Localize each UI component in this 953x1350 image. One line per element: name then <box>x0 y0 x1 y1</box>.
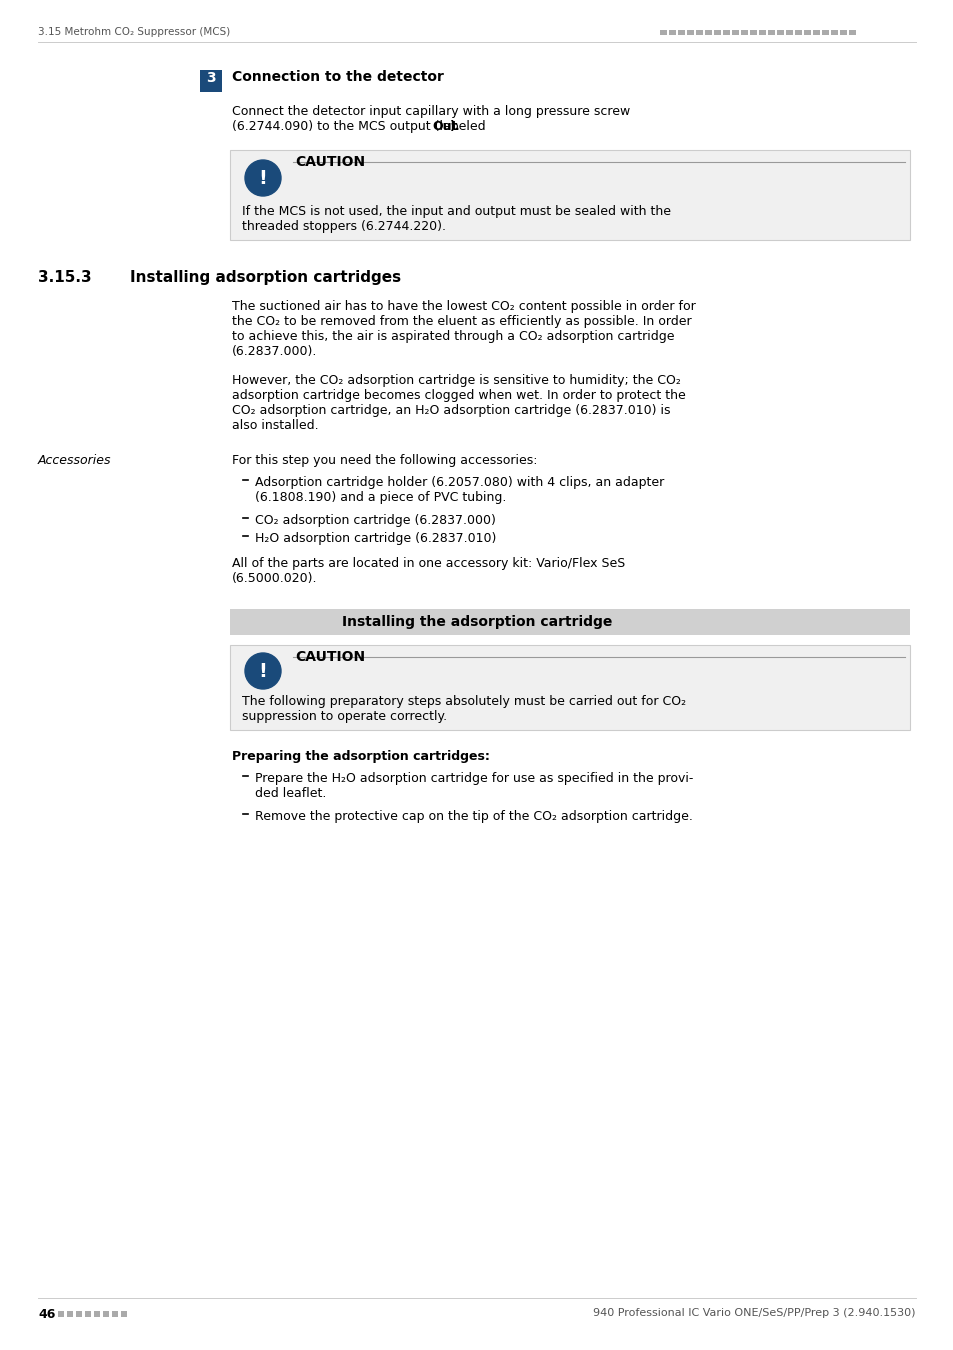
FancyBboxPatch shape <box>678 30 684 35</box>
Text: adsorption cartridge becomes clogged when wet. In order to protect the: adsorption cartridge becomes clogged whe… <box>232 389 685 402</box>
FancyBboxPatch shape <box>840 30 846 35</box>
FancyBboxPatch shape <box>785 30 792 35</box>
Circle shape <box>245 653 281 688</box>
FancyBboxPatch shape <box>731 30 739 35</box>
Text: Connect the detector input capillary with a long pressure screw: Connect the detector input capillary wit… <box>232 105 630 117</box>
FancyBboxPatch shape <box>722 30 729 35</box>
Text: (6.1808.190) and a piece of PVC tubing.: (6.1808.190) and a piece of PVC tubing. <box>254 491 506 504</box>
FancyBboxPatch shape <box>803 30 810 35</box>
FancyBboxPatch shape <box>767 30 774 35</box>
FancyBboxPatch shape <box>830 30 837 35</box>
Text: (6.2744.090) to the MCS output (labeled: (6.2744.090) to the MCS output (labeled <box>232 120 489 134</box>
Text: suppression to operate correctly.: suppression to operate correctly. <box>242 710 447 724</box>
FancyBboxPatch shape <box>200 70 222 92</box>
Text: H₂O adsorption cartridge (6.2837.010): H₂O adsorption cartridge (6.2837.010) <box>254 532 496 545</box>
FancyBboxPatch shape <box>749 30 757 35</box>
FancyBboxPatch shape <box>759 30 765 35</box>
Text: !: ! <box>258 662 267 680</box>
Text: Accessories: Accessories <box>38 454 112 467</box>
Text: !: ! <box>258 169 267 188</box>
Text: CO₂ adsorption cartridge (6.2837.000): CO₂ adsorption cartridge (6.2837.000) <box>254 514 496 526</box>
Text: Remove the protective cap on the tip of the CO₂ adsorption cartridge.: Remove the protective cap on the tip of … <box>254 810 692 824</box>
Text: (6.5000.020).: (6.5000.020). <box>232 572 317 585</box>
Text: ).: ). <box>450 120 460 134</box>
Text: CAUTION: CAUTION <box>294 155 365 169</box>
FancyBboxPatch shape <box>230 645 909 730</box>
FancyBboxPatch shape <box>112 1311 118 1318</box>
FancyBboxPatch shape <box>821 30 828 35</box>
Text: threaded stoppers (6.2744.220).: threaded stoppers (6.2744.220). <box>242 220 446 234</box>
Text: CAUTION: CAUTION <box>294 649 365 664</box>
Text: CO₂ adsorption cartridge, an H₂O adsorption cartridge (6.2837.010) is: CO₂ adsorption cartridge, an H₂O adsorpt… <box>232 404 670 417</box>
FancyBboxPatch shape <box>848 30 855 35</box>
Text: the CO₂ to be removed from the eluent as efficiently as possible. In order: the CO₂ to be removed from the eluent as… <box>232 315 691 328</box>
FancyBboxPatch shape <box>740 30 747 35</box>
Text: Out: Out <box>432 120 456 134</box>
Text: Prepare the H₂O adsorption cartridge for use as specified in the provi-: Prepare the H₂O adsorption cartridge for… <box>254 772 693 784</box>
FancyBboxPatch shape <box>230 150 909 240</box>
Text: The suctioned air has to have the lowest CO₂ content possible in order for: The suctioned air has to have the lowest… <box>232 300 695 313</box>
Circle shape <box>245 161 281 196</box>
Text: also installed.: also installed. <box>232 418 318 432</box>
Text: However, the CO₂ adsorption cartridge is sensitive to humidity; the CO₂: However, the CO₂ adsorption cartridge is… <box>232 374 680 387</box>
FancyBboxPatch shape <box>812 30 820 35</box>
Text: All of the parts are located in one accessory kit: Vario/Flex SeS: All of the parts are located in one acce… <box>232 558 624 570</box>
FancyBboxPatch shape <box>76 1311 82 1318</box>
FancyBboxPatch shape <box>696 30 702 35</box>
Text: (6.2837.000).: (6.2837.000). <box>232 346 317 358</box>
FancyBboxPatch shape <box>686 30 693 35</box>
Text: Connection to the detector: Connection to the detector <box>232 70 443 84</box>
FancyBboxPatch shape <box>103 1311 109 1318</box>
Text: Installing the adsorption cartridge: Installing the adsorption cartridge <box>341 616 612 629</box>
Text: ded leaflet.: ded leaflet. <box>254 787 326 801</box>
FancyBboxPatch shape <box>94 1311 100 1318</box>
Text: Preparing the adsorption cartridges:: Preparing the adsorption cartridges: <box>232 751 489 763</box>
FancyBboxPatch shape <box>704 30 711 35</box>
Text: to achieve this, the air is aspirated through a CO₂ adsorption cartridge: to achieve this, the air is aspirated th… <box>232 329 674 343</box>
FancyBboxPatch shape <box>58 1311 64 1318</box>
Text: 3.15 Metrohm CO₂ Suppressor (MCS): 3.15 Metrohm CO₂ Suppressor (MCS) <box>38 27 230 36</box>
FancyBboxPatch shape <box>67 1311 73 1318</box>
FancyBboxPatch shape <box>794 30 801 35</box>
Text: Adsorption cartridge holder (6.2057.080) with 4 clips, an adapter: Adsorption cartridge holder (6.2057.080)… <box>254 477 663 489</box>
Text: Installing adsorption cartridges: Installing adsorption cartridges <box>130 270 400 285</box>
FancyBboxPatch shape <box>659 30 666 35</box>
FancyBboxPatch shape <box>230 609 909 634</box>
Text: 940 Professional IC Vario ONE/SeS/PP/Prep 3 (2.940.1530): 940 Professional IC Vario ONE/SeS/PP/Pre… <box>593 1308 915 1318</box>
Text: The following preparatory steps absolutely must be carried out for CO₂: The following preparatory steps absolute… <box>242 695 685 707</box>
Text: 3: 3 <box>206 72 215 85</box>
Text: 3.15.3: 3.15.3 <box>38 270 91 285</box>
Text: If the MCS is not used, the input and output must be sealed with the: If the MCS is not used, the input and ou… <box>242 205 670 217</box>
Text: 46: 46 <box>38 1308 55 1322</box>
FancyBboxPatch shape <box>713 30 720 35</box>
FancyBboxPatch shape <box>121 1311 127 1318</box>
FancyBboxPatch shape <box>776 30 783 35</box>
FancyBboxPatch shape <box>668 30 676 35</box>
FancyBboxPatch shape <box>85 1311 91 1318</box>
Text: For this step you need the following accessories:: For this step you need the following acc… <box>232 454 537 467</box>
